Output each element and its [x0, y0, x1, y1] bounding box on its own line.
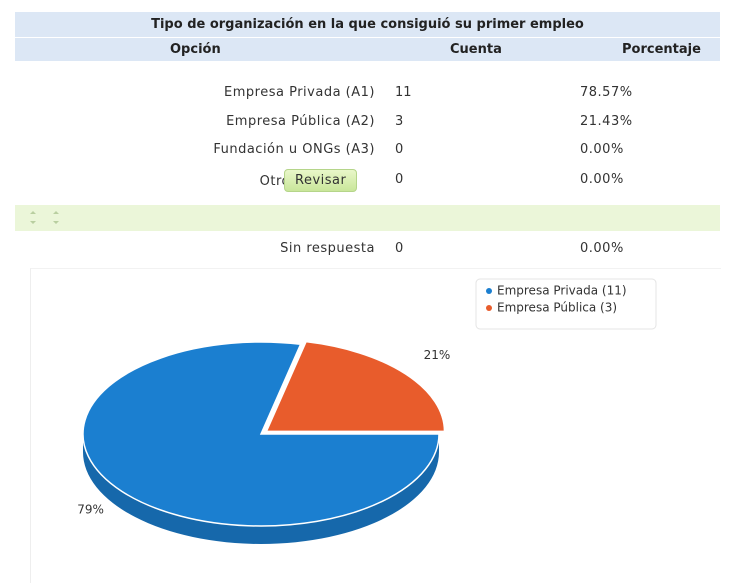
pie-slice — [82, 341, 440, 544]
slice-side — [83, 434, 439, 544]
header: Cuenta — [450, 42, 502, 57]
legend-marker — [486, 288, 492, 294]
header-bar — [15, 38, 720, 61]
count: 0 — [395, 142, 404, 157]
header: Opción — [170, 42, 221, 57]
slice-top — [82, 341, 440, 527]
count: 0 — [395, 172, 404, 187]
pie-slice — [265, 340, 446, 433]
table-title-bar — [15, 12, 720, 38]
slice-label: 21% — [424, 348, 451, 362]
count: 0 — [395, 241, 404, 256]
table-title: Tipo de organización en la que consiguió… — [151, 17, 584, 32]
percentage: 0.00% — [580, 142, 624, 157]
legend-label: Empresa Pública (3) — [497, 301, 617, 315]
slice-label: 79% — [77, 503, 104, 517]
chart-container: 79% 21% Empresa Privada (11) Empresa Públic… — [30, 268, 721, 583]
option-label: Empresa Pública (A2) — [226, 114, 375, 129]
legend-box — [475, 278, 657, 330]
percentage: 78.57% — [580, 85, 633, 100]
slice-top — [265, 340, 446, 433]
option-label: Empresa Privada (A1) — [224, 85, 375, 100]
count: 11 — [395, 85, 412, 100]
pie-chart: 79% 21% Empresa Privada (11) Empresa Públic… — [77, 278, 657, 544]
header: Porcentaje — [622, 42, 701, 57]
count: 3 — [395, 114, 404, 129]
percentage: 0.00% — [580, 241, 624, 256]
legend-marker — [486, 305, 492, 311]
option-label: Otro — [259, 174, 290, 189]
filter-bar — [15, 205, 720, 231]
percentage: 0.00% — [580, 172, 624, 187]
option-label: Sin respuesta — [280, 241, 375, 256]
legend-label: Empresa Privada (11) — [497, 284, 627, 298]
percentage: 21.43% — [580, 114, 633, 129]
sort-icons — [30, 211, 59, 224]
option-label: Fundación u ONGs (A3) — [213, 142, 375, 157]
review-button[interactable]: Revisar — [284, 169, 358, 192]
